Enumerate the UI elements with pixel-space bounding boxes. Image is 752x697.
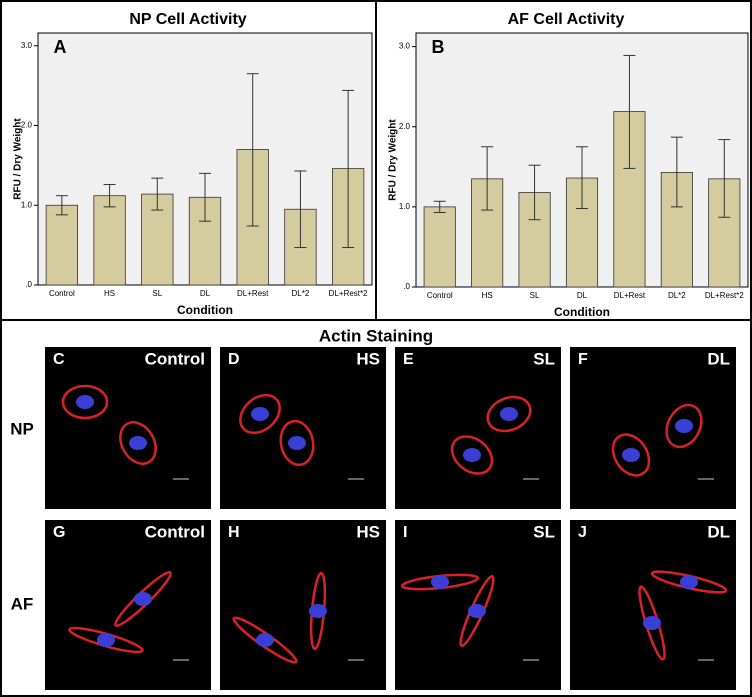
micrograph [45, 347, 211, 509]
panel-label: SL [533, 522, 555, 541]
panel-label: HS [356, 522, 380, 541]
panel-letter: E [403, 351, 414, 368]
nucleus [256, 633, 274, 647]
panel-label: DL [707, 522, 730, 541]
panel-label: HS [356, 349, 380, 368]
y-tick-label: .0 [403, 282, 410, 291]
x-tick-label: DL [200, 289, 211, 298]
panel-letter: G [53, 524, 65, 541]
cell [450, 435, 494, 475]
cell [279, 419, 315, 467]
chart-title: NP Cell Activity [129, 11, 246, 28]
staining-title: Actin Staining [319, 326, 433, 345]
x-tick-label: SL [530, 291, 540, 300]
nucleus [500, 407, 518, 421]
cell [611, 433, 651, 477]
panel-label: Control [145, 522, 205, 541]
x-tick-label: DL+Rest [237, 289, 269, 298]
y-tick-label: 2.0 [399, 122, 411, 131]
x-tick-label: DL+Rest*2 [705, 291, 744, 300]
nucleus [309, 604, 327, 618]
x-tick-label: Control [49, 289, 75, 298]
x-tick-label: DL [577, 291, 588, 300]
panel-letter: A [54, 37, 67, 57]
nucleus [463, 448, 481, 462]
nucleus [97, 633, 115, 647]
cell [486, 395, 532, 433]
panel-letter: F [578, 351, 588, 368]
bar [45, 204, 79, 286]
y-tick-label: 3.0 [21, 41, 33, 50]
cell [61, 384, 109, 420]
row-label: AF [11, 594, 34, 613]
x-tick-label: SL [152, 289, 162, 298]
panel-label: SL [533, 349, 555, 368]
cell [119, 421, 157, 465]
panel-label: Control [145, 349, 205, 368]
bar [93, 195, 126, 286]
nucleus [622, 448, 640, 462]
nucleus [431, 575, 449, 589]
panel-letter: B [432, 37, 445, 57]
y-tick-label: 2.0 [21, 121, 33, 130]
chart-title: AF Cell Activity [508, 11, 625, 28]
panel-letter: I [403, 524, 407, 541]
bar [423, 206, 456, 288]
nucleus [680, 575, 698, 589]
x-tick-label: DL*2 [668, 291, 686, 300]
micrograph [220, 347, 386, 509]
x-tick-label: DL+Rest [614, 291, 646, 300]
panel-letter: C [53, 351, 65, 368]
x-tick-label: HS [104, 289, 115, 298]
y-tick-label: .0 [25, 280, 32, 289]
nucleus [129, 436, 147, 450]
cell [665, 403, 703, 449]
x-tick-label: HS [482, 291, 493, 300]
nucleus [468, 604, 486, 618]
y-tick-label: 1.0 [21, 200, 33, 209]
x-tick-label: DL*2 [292, 289, 310, 298]
micrograph [220, 520, 386, 690]
nucleus [134, 592, 152, 606]
micrograph [395, 347, 561, 509]
x-tick-label: DL+Rest*2 [329, 289, 368, 298]
x-axis-label: Condition [554, 305, 610, 319]
x-axis-label: Condition [177, 303, 233, 317]
y-tick-label: 1.0 [399, 202, 411, 211]
nucleus [251, 407, 269, 421]
nucleus [288, 436, 306, 450]
cell [239, 393, 281, 435]
nucleus [675, 419, 693, 433]
y-axis-label: RFU / Dry Weight [388, 119, 399, 201]
panel-label: DL [707, 349, 730, 368]
panel-letter: H [228, 524, 240, 541]
y-axis-label: RFU / Dry Weight [13, 118, 24, 200]
micrograph [570, 347, 736, 509]
nucleus [76, 395, 94, 409]
nucleus [643, 616, 661, 630]
panel-letter: D [228, 351, 240, 368]
y-tick-label: 3.0 [399, 42, 411, 51]
x-tick-label: Control [427, 291, 453, 300]
row-label: NP [10, 419, 34, 438]
panel-letter: J [578, 524, 587, 541]
